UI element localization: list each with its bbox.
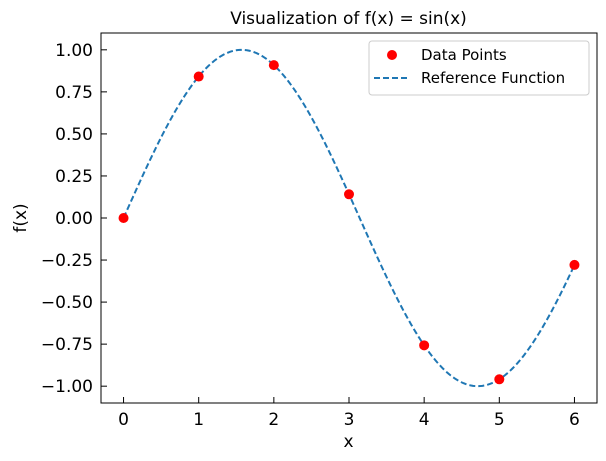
legend-label-data-points: Data Points bbox=[421, 46, 507, 64]
legend-label-reference-function: Reference Function bbox=[421, 69, 565, 87]
y-tick-label: −0.50 bbox=[41, 293, 93, 313]
x-tick-label: 0 bbox=[118, 410, 129, 430]
x-tick-label: 2 bbox=[268, 410, 279, 430]
x-tick-label: 6 bbox=[569, 410, 580, 430]
x-tick-label: 3 bbox=[344, 410, 355, 430]
reference-function-line bbox=[122, 48, 576, 388]
data-point bbox=[344, 189, 354, 200]
data-point bbox=[118, 213, 129, 223]
y-tick-label: −0.25 bbox=[41, 251, 93, 271]
axes-frame bbox=[100, 32, 598, 404]
reference-function-series bbox=[122, 48, 576, 388]
y-tick-label: 0.75 bbox=[55, 83, 93, 103]
y-tick-label: −0.75 bbox=[41, 335, 93, 355]
legend: Data Points Reference Function bbox=[368, 40, 590, 96]
data-point bbox=[193, 71, 204, 82]
x-axis: 0 1 2 3 4 5 6 bbox=[118, 397, 580, 430]
data-points-series bbox=[118, 60, 580, 385]
legend-box bbox=[368, 40, 590, 96]
chart-title: Visualization of f(x) = sin(x) bbox=[230, 9, 467, 29]
y-tick-label: 0.25 bbox=[55, 167, 93, 187]
data-point bbox=[419, 340, 430, 351]
y-axis-label: f(x) bbox=[11, 203, 31, 232]
x-tick-label: 4 bbox=[419, 410, 430, 430]
y-tick-label: 1.00 bbox=[55, 41, 93, 61]
data-point bbox=[494, 374, 505, 385]
y-tick-label: −1.00 bbox=[41, 377, 93, 397]
data-point bbox=[569, 259, 580, 270]
y-tick-label: 0.50 bbox=[55, 125, 93, 145]
y-axis: 1.00 0.75 0.50 0.25 0.00 −0.25 −0.50 −0.75 −1.00 bbox=[41, 41, 107, 397]
x-tick-label: 5 bbox=[494, 410, 505, 430]
x-axis-label: x bbox=[343, 432, 353, 452]
legend-marker-data-points bbox=[387, 50, 397, 60]
data-point bbox=[268, 60, 279, 71]
x-tick-label: 1 bbox=[193, 410, 204, 430]
y-tick-label: 0.00 bbox=[55, 209, 93, 229]
